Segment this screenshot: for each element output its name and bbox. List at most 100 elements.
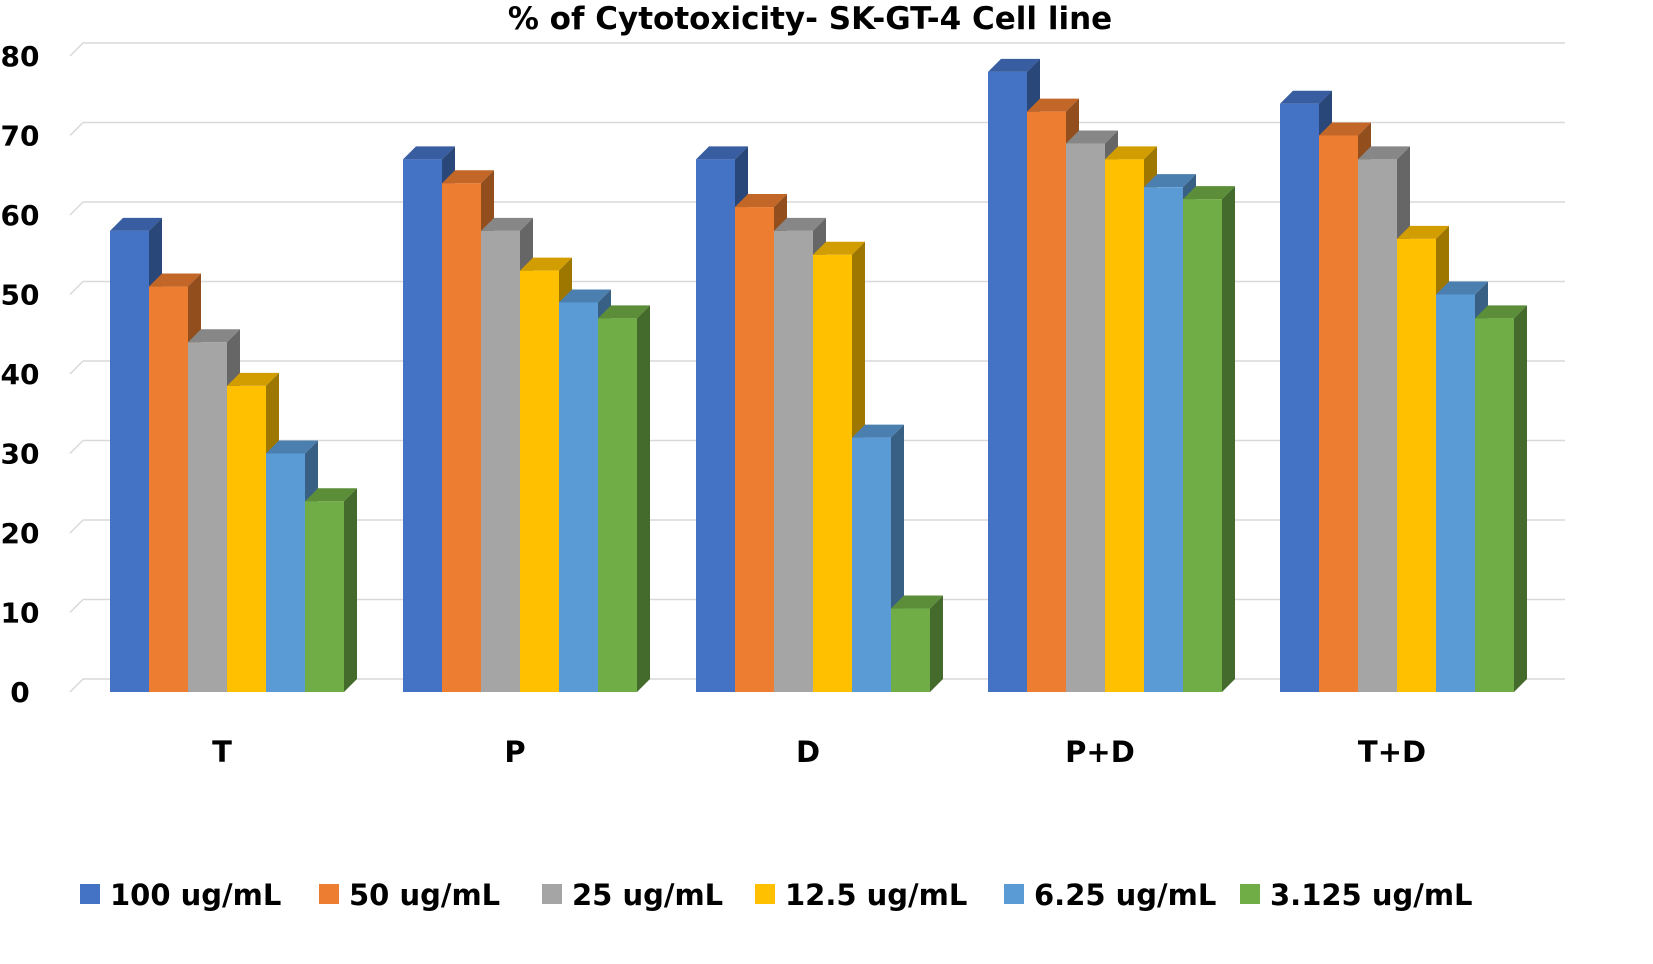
legend-item: 50 ug/mL xyxy=(319,878,500,912)
bar-top xyxy=(988,58,1040,72)
bar-front xyxy=(266,453,305,692)
legend-swatch xyxy=(80,884,100,904)
bar-front xyxy=(442,183,481,692)
bar-front xyxy=(520,270,559,692)
y-tick-label: 60 xyxy=(1,199,40,232)
legend-swatch xyxy=(1004,884,1024,904)
legend-label: 3.125 ug/mL xyxy=(1270,878,1473,912)
bar-front xyxy=(598,318,637,692)
bar-top xyxy=(188,329,240,343)
bar-top xyxy=(1105,146,1157,160)
bar xyxy=(1183,186,1235,692)
bar-top xyxy=(1183,186,1235,200)
legend-label: 25 ug/mL xyxy=(572,878,723,912)
bar-front xyxy=(1475,318,1514,692)
bar-top xyxy=(266,440,318,454)
bar-front xyxy=(735,207,774,693)
bar-front xyxy=(891,608,930,692)
bar-top xyxy=(559,289,611,303)
legend-swatch xyxy=(319,884,339,904)
x-axis-ticks: T P D P+D T+D xyxy=(212,735,1426,769)
bar-top xyxy=(735,194,787,208)
bar-front xyxy=(305,501,344,692)
bar-top xyxy=(1066,130,1118,144)
bar xyxy=(1105,146,1157,693)
bar-top xyxy=(227,372,279,386)
bar-top xyxy=(520,257,572,271)
legend-swatch xyxy=(1240,884,1260,904)
bar-front xyxy=(813,254,852,692)
bar-top xyxy=(1358,146,1410,160)
bar-top xyxy=(598,305,650,319)
y-tick-label: 30 xyxy=(1,438,40,471)
legend-label: 6.25 ug/mL xyxy=(1034,878,1216,912)
legend-item: 100 ug/mL xyxy=(80,878,281,912)
legend-label: 100 ug/mL xyxy=(110,878,281,912)
bar-front xyxy=(774,230,813,692)
bar xyxy=(305,488,357,692)
legend-item: 12.5 ug/mL xyxy=(755,878,967,912)
bar-side xyxy=(930,595,943,692)
bar-top xyxy=(110,217,162,231)
gridline-depth xyxy=(69,121,84,137)
gridline-depth xyxy=(69,678,84,693)
bar xyxy=(852,424,904,692)
bar-front xyxy=(1027,111,1066,692)
bar-side xyxy=(344,488,357,692)
bar-front xyxy=(1183,199,1222,692)
bar-top xyxy=(305,488,357,502)
bar-top xyxy=(1397,225,1449,239)
bar-top xyxy=(1144,174,1196,188)
legend-item: 25 ug/mL xyxy=(542,878,723,912)
bar-front xyxy=(1144,187,1183,693)
bar-top xyxy=(774,217,826,231)
bar-top xyxy=(403,146,455,160)
chart-title: % of Cytotoxicity- SK-GT-4 Cell line xyxy=(508,1,1112,37)
bar-front xyxy=(1280,103,1319,692)
y-tick-label: 70 xyxy=(1,120,40,153)
legend-swatch xyxy=(542,884,562,904)
bar-front xyxy=(1397,238,1436,692)
gridline-depth xyxy=(69,439,84,455)
y-tick-label: 40 xyxy=(1,358,40,391)
bar-top xyxy=(852,424,904,438)
y-tick-label: 20 xyxy=(1,517,40,550)
bar-side xyxy=(1222,186,1235,692)
bar-top xyxy=(149,273,201,287)
bar-side xyxy=(1514,305,1527,692)
y-tick-label: 50 xyxy=(1,279,40,312)
y-tick-label: 10 xyxy=(1,597,40,630)
x-tick-label: D xyxy=(796,735,820,769)
bar-front xyxy=(227,385,266,692)
bar-side xyxy=(637,305,650,692)
bar-front xyxy=(852,437,891,692)
bars xyxy=(110,58,1527,693)
bar-front xyxy=(1066,143,1105,692)
y-tick-label: 0 xyxy=(10,676,29,709)
bar-front xyxy=(110,230,149,692)
bar-front xyxy=(188,342,227,692)
legend-item: 3.125 ug/mL xyxy=(1240,878,1473,912)
legend-item: 6.25 ug/mL xyxy=(1004,878,1216,912)
bar-front xyxy=(696,159,735,693)
bar-front xyxy=(481,230,520,692)
gridline-depth xyxy=(69,598,84,614)
bar-front xyxy=(403,159,442,693)
x-tick-label: P+D xyxy=(1065,735,1135,769)
y-tick-label: 80 xyxy=(1,40,40,73)
gridline-depth xyxy=(69,280,84,296)
bar-top xyxy=(891,595,943,609)
bar-front xyxy=(1319,135,1358,692)
bar-top xyxy=(1319,122,1371,136)
bar-front xyxy=(149,286,188,692)
bar-top xyxy=(442,170,494,184)
x-tick-label: T+D xyxy=(1358,735,1426,769)
legend: 100 ug/mL 50 ug/mL 25 ug/mL 12.5 ug/mL 6.25 … xyxy=(80,878,1473,912)
bar-top xyxy=(813,241,865,255)
x-tick-label: T xyxy=(212,735,232,769)
bar-top xyxy=(1436,281,1488,295)
bar-top xyxy=(1280,90,1332,104)
bar-front xyxy=(1358,159,1397,693)
gridline-depth xyxy=(69,42,84,57)
